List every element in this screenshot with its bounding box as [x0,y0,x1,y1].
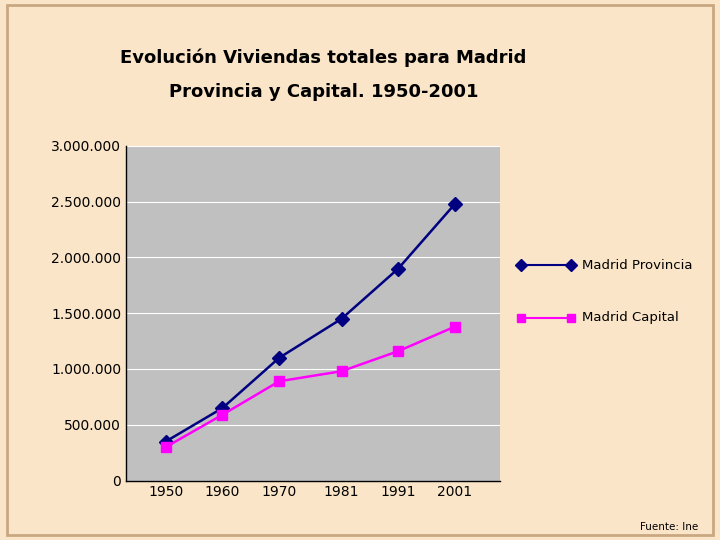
Madrid Capital [451,323,459,330]
Madrid Provincia [218,405,227,411]
Text: Fuente: Ine: Fuente: Ine [640,522,698,532]
Text: Madrid Provincia: Madrid Provincia [582,259,693,272]
Madrid Capital [394,348,402,354]
Text: Madrid Capital: Madrid Capital [582,311,679,324]
Madrid Capital [161,444,170,450]
Madrid Provincia [394,265,402,272]
Madrid Capital [275,378,284,384]
Line: Madrid Provincia: Madrid Provincia [161,199,460,447]
Madrid Capital [218,411,227,418]
Madrid Provincia [161,438,170,445]
Madrid Capital [337,368,346,374]
Madrid Provincia [337,315,346,322]
Text: Evolución Viviendas totales para Madrid: Evolución Viviendas totales para Madrid [120,48,526,66]
Madrid Provincia [275,355,284,361]
Line: Madrid Capital: Madrid Capital [161,322,460,452]
Madrid Provincia [451,200,459,207]
Text: Provincia y Capital. 1950-2001: Provincia y Capital. 1950-2001 [168,83,478,101]
